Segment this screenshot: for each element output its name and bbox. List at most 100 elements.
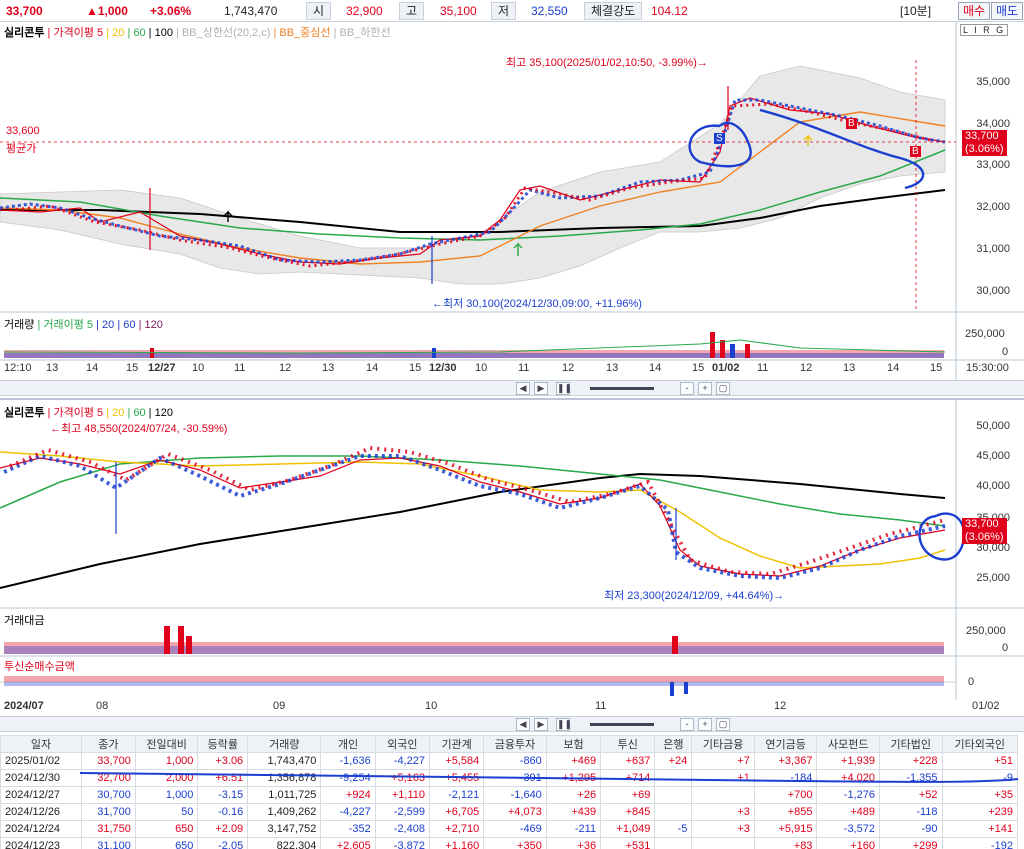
zoom-out-icon[interactable]: - [680,382,694,395]
panel-tag[interactable]: L I R G [960,24,1009,36]
table-cell: -118 [878,803,943,821]
table-cell: +855 [753,803,818,821]
ma100-line [0,189,946,233]
scroll-thumb[interactable] [590,387,654,390]
inst-legend: 투신순매수금액 [4,661,75,673]
daily-y-axis: 50,000 45,000 40,000 35,000 30,000 25,00… [976,420,1010,584]
table-header[interactable]: 투신 [600,735,656,753]
scroll-left-icon[interactable]: ◀ [516,718,530,731]
table-cell: 1,000 [134,786,199,804]
table-cell: +24 [654,752,693,770]
investor-table: 일자 종가 전일대비 등락률 거래량 개인 외국인 기관계 금융투자 보험 투신… [0,735,1019,849]
table-cell: +5,163 [374,769,430,787]
average-price-label: 평균가 [6,143,37,155]
pause-icon[interactable]: ❚❚ [556,718,573,731]
table-cell: +69 [600,786,656,804]
table-cell: 2024/12/30 [0,769,82,787]
daily-min-annotation: 최저 23,300(2024/12/09, +44.64%)→ [604,590,785,602]
amount-legend: 거래대금 [4,615,45,627]
ma20-line [0,451,946,569]
scroll-right-icon[interactable]: ▶ [534,718,548,731]
up-arrow-icon [513,242,523,256]
table-header[interactable]: 금융투자 [483,735,547,753]
table-row[interactable]: 2024/12/24 31,750 650 +2.09 3,147,752 -352 -2,… [0,820,1019,838]
buy-signal-marker: B [846,118,857,129]
table-header[interactable]: 전일대비 [134,735,199,753]
current-price: 33,700 [6,3,43,18]
price-change-pct: +3.06% [150,3,192,18]
table-cell: +924 [320,786,376,804]
fit-icon[interactable]: ▢ [716,382,730,395]
intraday-max-annotation: 최고 35,100(2025/01/02,10:50, -3.99%)→ [506,57,708,69]
zoom-out-icon[interactable]: - [680,718,694,731]
table-cell: 2024/12/26 [0,803,82,821]
strength-value: 104.12 [651,3,688,18]
volume-value: 1,743,470 [224,3,278,18]
table-cell: +6,705 [428,803,485,821]
buy-button[interactable]: 매수 [958,2,991,20]
scroll-thumb[interactable] [590,723,654,726]
table-header[interactable]: 기타외국인 [941,735,1019,753]
table-header[interactable]: 개인 [320,735,376,753]
table-cell: -3,572 [816,820,880,838]
table-header[interactable]: 일자 [0,735,82,753]
table-cell: -3.15 [197,786,249,804]
table-cell: -469 [483,820,547,838]
table-header[interactable]: 거래량 [247,735,322,753]
fit-icon[interactable]: ▢ [716,718,730,731]
table-cell: -4,227 [320,803,376,821]
sell-button[interactable]: 매도 [991,2,1024,20]
intraday-scrollbar[interactable]: ◀ ▶ ❚❚ - + ▢ [0,380,1024,396]
table-header[interactable]: 종가 [80,735,136,753]
table-cell: +845 [600,803,656,821]
intraday-chart-panel[interactable]: 실리콘투 | 가격이평 5 | 20 | 60 | 100 | BB_상한선(2… [0,22,1024,396]
daily-chart-svg [0,400,1024,700]
table-cell: 2025/01/02 [0,752,82,770]
table-header[interactable]: 사모펀드 [816,735,880,753]
table-header[interactable]: 기타법인 [878,735,943,753]
pause-icon[interactable]: ❚❚ [556,382,573,395]
table-row[interactable]: 2024/12/23 31,100 650 -2.05 822,304 +2,605 -3,… [0,837,1019,849]
scroll-left-icon[interactable]: ◀ [516,382,530,395]
inst-bars [4,676,944,696]
table-cell: -1,636 [320,752,376,770]
table-cell: 1,000 [134,752,199,770]
strength-label: 체결강도 [584,1,643,20]
daily-legend: 실리콘투 | 가격이평 5 | 20 | 60 | 120 [4,407,173,419]
table-cell: +5,584 [428,752,485,770]
daily-max-annotation: ←최고 48,550(2024/07/24, -30.59%) [50,423,228,435]
table-header-row: 일자 종가 전일대비 등락률 거래량 개인 외국인 기관계 금융투자 보험 투신… [0,735,1019,753]
table-header[interactable]: 은행 [654,735,693,753]
up-arrow-icon [223,210,233,222]
table-body: 2025/01/02 33,700 1,000 +3.06 1,743,470 -1,63… [0,752,1019,849]
table-cell: -352 [320,820,376,838]
table-row[interactable]: 2025/01/02 33,700 1,000 +3.06 1,743,470 -1,63… [0,752,1019,770]
table-row[interactable]: 2024/12/26 31,700 50 -0.16 1,409,262 -4,227 -2… [0,803,1019,821]
scroll-right-icon[interactable]: ▶ [534,382,548,395]
interval-selector[interactable]: [10분] [900,4,932,18]
ma120-line [0,472,946,589]
table-cell: 31,100 [80,837,136,849]
intraday-x-axis: 12:10 13 14 15 12/27 10 11 12 13 14 15 1… [4,362,943,374]
high-label: 고 [399,1,425,20]
intraday-y-axis: 35,000 34,000 33,000 32,000 31,000 30,00… [976,76,1010,297]
table-row[interactable]: 2024/12/27 30,700 1,000 -3.15 1,011,725 +924 +… [0,786,1019,804]
daily-x-axis: 2024/07 08 09 10 11 12 [4,700,787,712]
daily-chart-panel[interactable]: 실리콘투 | 가격이평 5 | 20 | 60 | 120 [0,398,1024,718]
daily-scrollbar[interactable]: ◀ ▶ ❚❚ - + ▢ [0,716,1024,732]
table-header[interactable]: 기관계 [428,735,485,753]
volume-bars [4,332,944,358]
investor-table-panel[interactable]: 일자 종가 전일대비 등락률 거래량 개인 외국인 기관계 금융투자 보험 투신… [0,735,1024,849]
daily-candles [3,453,946,581]
table-cell: +3,367 [753,752,818,770]
last-price-badge: 33,700 (3.06%) [962,130,1007,156]
zoom-in-icon[interactable]: + [698,718,712,731]
intraday-candles [0,98,946,268]
table-cell: +1,939 [816,752,880,770]
hand-drawn-annotation [688,108,925,190]
table-cell: 2024/12/23 [0,837,82,849]
zoom-in-icon[interactable]: + [698,382,712,395]
table-header[interactable]: 기타금융 [691,735,755,753]
ma60-line [0,149,946,241]
ma5-line [0,457,946,577]
